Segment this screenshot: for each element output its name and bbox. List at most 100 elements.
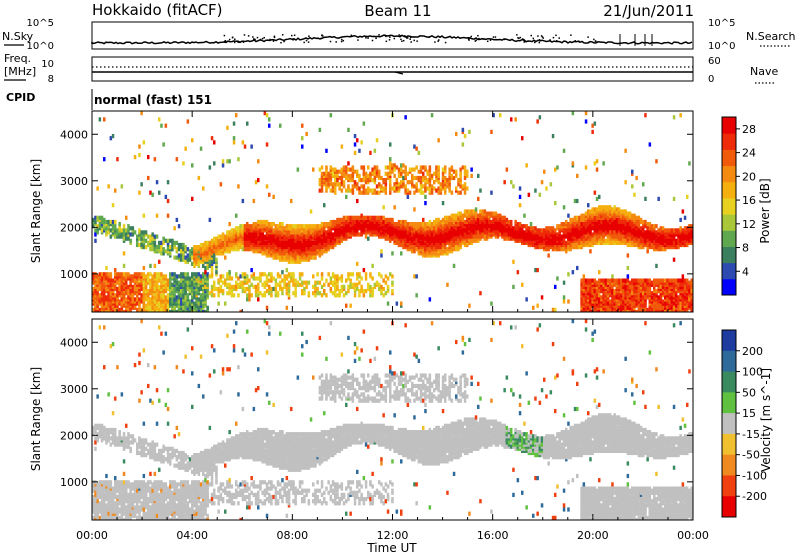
power-cell <box>582 234 586 239</box>
power-cell <box>466 169 469 174</box>
power-cell <box>488 213 491 218</box>
power-cell <box>452 175 456 181</box>
power-cell <box>428 230 432 235</box>
power-cell <box>584 222 588 227</box>
power-cell <box>164 249 168 254</box>
power-cell <box>400 180 403 185</box>
power-cell <box>296 228 300 233</box>
power-cell <box>466 234 469 239</box>
beam-title: Beam 11 <box>364 2 431 20</box>
power-cell <box>186 257 190 262</box>
power-cell <box>320 236 324 241</box>
power-cell <box>611 240 614 245</box>
power-cell <box>98 299 102 304</box>
power-cell <box>402 178 405 183</box>
power-cell <box>129 289 132 294</box>
power-cell <box>254 222 258 227</box>
nsearch-point <box>519 36 522 39</box>
power-cell <box>184 247 187 252</box>
power-cell <box>424 194 427 199</box>
power-cell <box>151 236 154 241</box>
power-cell <box>424 175 427 181</box>
power-cell <box>193 291 196 296</box>
power-cell <box>118 291 121 296</box>
power-cell <box>569 224 572 229</box>
power-cell <box>210 293 214 298</box>
power-cell <box>593 211 597 216</box>
power-cell <box>628 224 632 229</box>
power-cell <box>380 249 383 254</box>
power-cell <box>160 240 163 245</box>
power-cell <box>318 245 322 250</box>
power-cell <box>122 236 126 241</box>
power-cell <box>136 236 139 241</box>
power-cell <box>571 224 575 229</box>
power-cell <box>169 251 172 256</box>
power-cell <box>239 245 242 250</box>
power-cell <box>96 278 99 283</box>
power-cell <box>336 222 339 227</box>
power-cell <box>197 282 201 287</box>
power-cell <box>100 228 104 233</box>
nsearch-point <box>542 37 545 39</box>
power-cell <box>536 119 539 124</box>
power-cell <box>600 205 603 210</box>
power-cell <box>406 224 410 229</box>
power-cell <box>441 245 445 250</box>
power-cell <box>252 198 256 204</box>
nsearch-point <box>521 38 524 40</box>
power-cell <box>560 224 564 229</box>
power-cell <box>450 213 454 218</box>
power-cell <box>184 146 187 151</box>
power-cell <box>617 217 621 222</box>
power-cell <box>439 188 443 193</box>
power-cell <box>402 222 405 227</box>
power-cell <box>173 286 176 292</box>
power-cell <box>393 230 396 235</box>
power-cell <box>246 297 249 302</box>
power-cell <box>325 222 328 227</box>
power-cell <box>611 309 614 312</box>
power-cell <box>243 247 247 252</box>
nsearch-point <box>570 34 572 36</box>
power-cell <box>149 234 152 239</box>
power-cell <box>463 213 467 218</box>
power-cell <box>554 234 557 239</box>
power-cell <box>281 286 284 292</box>
power-cell <box>219 245 223 250</box>
power-cell <box>404 115 407 120</box>
power-cell <box>265 289 269 294</box>
power-cell <box>617 224 621 229</box>
power-cell <box>606 234 610 239</box>
power-cell <box>111 203 115 208</box>
power-cell <box>369 178 372 183</box>
power-cell <box>294 291 297 296</box>
power-cell <box>556 234 559 239</box>
power-cell <box>356 169 359 174</box>
power-cell <box>217 247 220 252</box>
nsearch-point <box>385 40 388 43</box>
power-cell <box>562 234 566 239</box>
power-cell <box>96 291 99 296</box>
power-cell <box>105 222 108 227</box>
power-cell <box>257 286 260 292</box>
power-cell <box>133 230 137 235</box>
power-cell <box>94 215 97 220</box>
power-cell <box>611 299 614 304</box>
power-cell <box>94 232 97 237</box>
power-cell <box>118 299 121 304</box>
power-cell <box>485 211 489 216</box>
power-cell <box>505 217 509 222</box>
power-cell <box>224 245 227 250</box>
power-cell <box>105 230 108 235</box>
power-cell <box>609 213 612 218</box>
power-cell <box>457 245 460 250</box>
power-cell <box>591 222 594 227</box>
power-cell <box>158 117 161 122</box>
power-cell <box>602 211 605 216</box>
power-cell <box>351 272 355 277</box>
power-cell <box>428 173 432 178</box>
power-cell <box>578 234 581 239</box>
power-cell <box>109 272 113 277</box>
power-cell <box>301 236 304 241</box>
